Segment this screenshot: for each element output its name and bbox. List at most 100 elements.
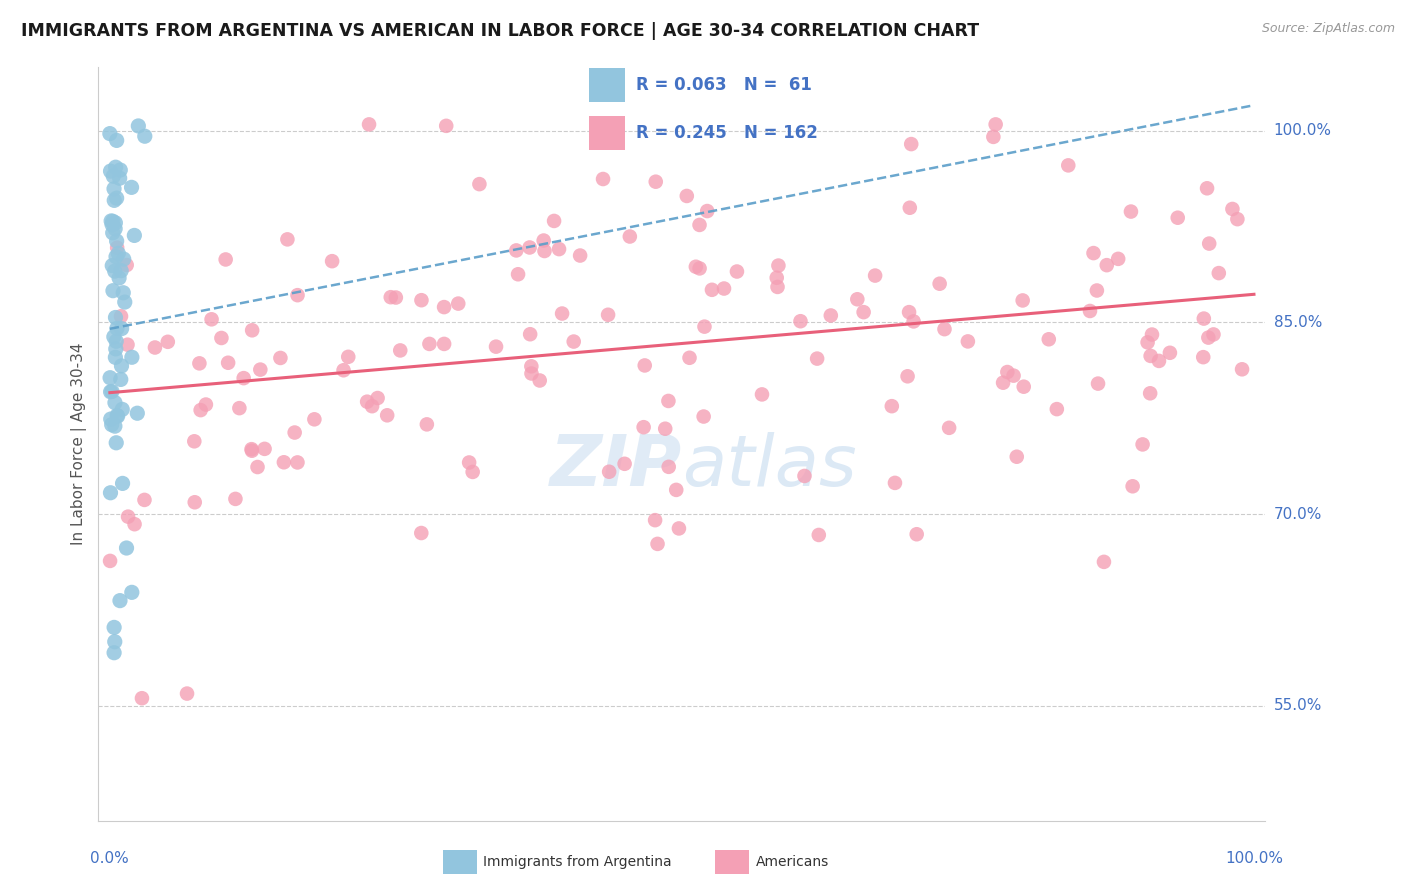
Point [551,306,574,320]
Point [984,117,1007,131]
Point [98,127,121,141]
Point [240,442,263,457]
Point [1107,252,1129,266]
Point [1002,368,1025,383]
Point [121,351,143,365]
Point [1078,304,1101,318]
Point [105,250,128,264]
Point [898,305,921,319]
Text: Source: ZipAtlas.com: Source: ZipAtlas.com [1261,22,1395,36]
Point [304,412,326,426]
FancyBboxPatch shape [589,117,624,150]
Point [1230,362,1253,376]
Point [117,509,139,524]
Point [183,434,205,449]
Point [678,351,700,365]
Point [520,359,543,374]
Point [995,365,1018,379]
Point [107,409,129,424]
Point [188,356,211,370]
Point [665,483,688,497]
Point [898,201,921,215]
Point [852,305,875,319]
Text: 55.0%: 55.0% [1274,698,1322,714]
Point [1132,437,1154,451]
Point [768,259,790,273]
Point [375,409,398,423]
Point [458,455,481,469]
Point [1136,335,1159,350]
Point [284,425,307,440]
Point [104,216,127,230]
Point [269,351,291,365]
Point [956,334,979,349]
Point [1222,202,1244,216]
Point [240,443,263,458]
Point [194,398,217,412]
Point [644,175,666,189]
Point [101,214,124,228]
Point [253,442,276,456]
Point [1122,479,1144,493]
Point [240,323,263,337]
Point [101,218,124,232]
Point [433,337,456,351]
Point [287,455,309,469]
Point [897,369,920,384]
Point [127,406,149,420]
Point [98,554,121,568]
Point [654,422,676,436]
Point [820,309,842,323]
Text: 100.0%: 100.0% [1225,851,1282,866]
Point [411,526,433,541]
Point [389,343,412,358]
Point [232,371,254,385]
Point [104,351,127,365]
Point [124,228,146,243]
Point [644,513,666,527]
Point [793,469,815,483]
Point [111,402,134,417]
Text: 100.0%: 100.0% [1274,123,1331,138]
Point [176,687,198,701]
Point [411,293,433,308]
Text: atlas: atlas [682,432,856,501]
Point [98,370,121,384]
Point [1083,246,1105,260]
Point [1226,212,1249,227]
Point [928,277,950,291]
Point [485,340,508,354]
Point [249,362,271,376]
Point [114,295,136,310]
Point [115,258,138,272]
Text: R = 0.063   N =  61: R = 0.063 N = 61 [636,76,811,95]
Text: 0.0%: 0.0% [90,851,129,866]
Point [134,492,156,507]
FancyBboxPatch shape [716,850,749,873]
Point [1198,236,1220,251]
Y-axis label: In Labor Force | Age 30-34: In Labor Force | Age 30-34 [72,343,87,545]
Point [1140,327,1163,342]
Point [766,280,789,294]
Point [543,214,565,228]
Text: ZIP: ZIP [550,432,682,501]
Point [569,248,592,262]
Point [108,593,131,607]
Text: R = 0.245   N = 162: R = 0.245 N = 162 [636,124,817,143]
Point [100,412,122,426]
Point [104,395,127,409]
Point [505,244,527,258]
Point [884,475,907,490]
Point [863,268,886,283]
Point [520,367,543,381]
Point [273,455,295,469]
Point [1192,350,1215,364]
Text: IMMIGRANTS FROM ARGENTINA VS AMERICAN IN LABOR FORCE | AGE 30-34 CORRELATION CHA: IMMIGRANTS FROM ARGENTINA VS AMERICAN IN… [21,22,979,40]
Point [105,321,128,335]
Text: 85.0%: 85.0% [1274,315,1322,330]
Point [200,312,222,326]
Point [124,517,146,532]
Point [332,363,354,377]
Point [110,310,132,324]
Point [807,528,830,542]
